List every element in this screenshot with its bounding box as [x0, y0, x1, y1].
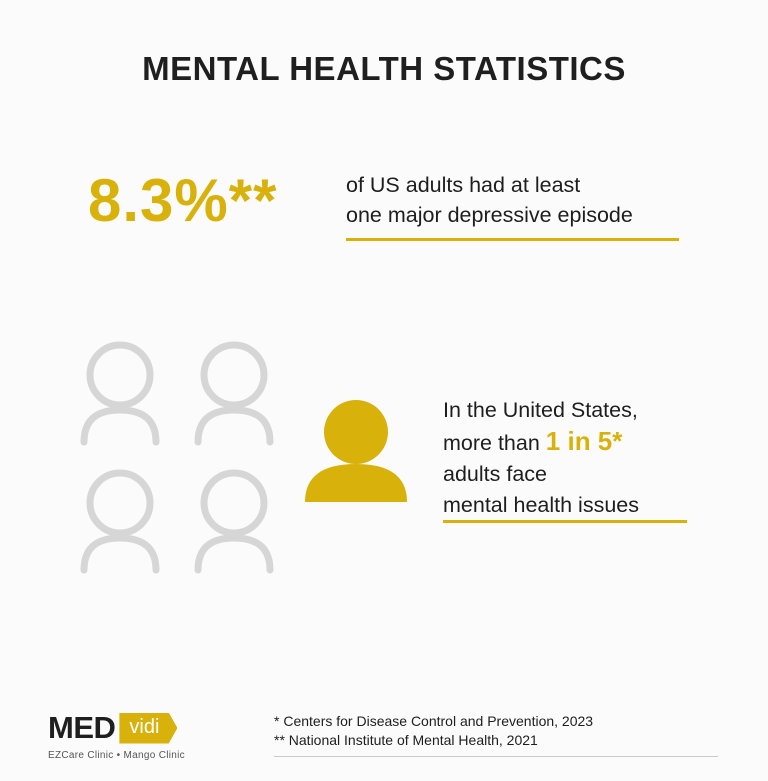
accent-divider — [346, 238, 679, 241]
prevalence-line-3: adults face — [443, 462, 547, 486]
accent-divider — [443, 520, 687, 523]
person-outline-icon — [194, 341, 274, 446]
prevalence-line-1: In the United States, — [443, 398, 638, 422]
logo-vidi-badge: vidi — [119, 712, 178, 744]
prevalence-stat-description: In the United States, more than 1 in 5* … — [443, 395, 639, 521]
source-item: ** National Institute of Mental Health, … — [274, 732, 538, 748]
person-highlighted-icon — [305, 400, 407, 502]
footer-divider — [274, 756, 718, 757]
page-title: MENTAL HEALTH STATISTICS — [142, 50, 626, 87]
people-illustration — [80, 341, 407, 574]
prevalence-highlight: 1 in 5* — [545, 426, 623, 456]
medvidi-logo: MED vidi — [48, 710, 178, 746]
person-outline-icon — [194, 469, 274, 574]
logo-tagline: EZCare Clinic • Mango Clinic — [48, 750, 185, 761]
person-outline-icon — [80, 469, 160, 574]
sources-list: * Centers for Disease Control and Preven… — [274, 712, 593, 750]
logo-med-text: MED — [48, 710, 116, 745]
person-outline-icon — [80, 341, 160, 446]
depression-stat-description: of US adults had at least one major depr… — [346, 170, 633, 230]
depression-stat-line-1: of US adults had at least — [346, 173, 581, 197]
prevalence-line-4: mental health issues — [443, 493, 639, 517]
prevalence-line-2-prefix: more than — [443, 431, 546, 455]
depression-stat-line-2: one major depressive episode — [346, 203, 633, 227]
depression-stat-value: 8.3%** — [88, 167, 278, 234]
source-item: * Centers for Disease Control and Preven… — [274, 713, 594, 729]
prevalence-line-2: more than 1 in 5* — [443, 426, 639, 459]
